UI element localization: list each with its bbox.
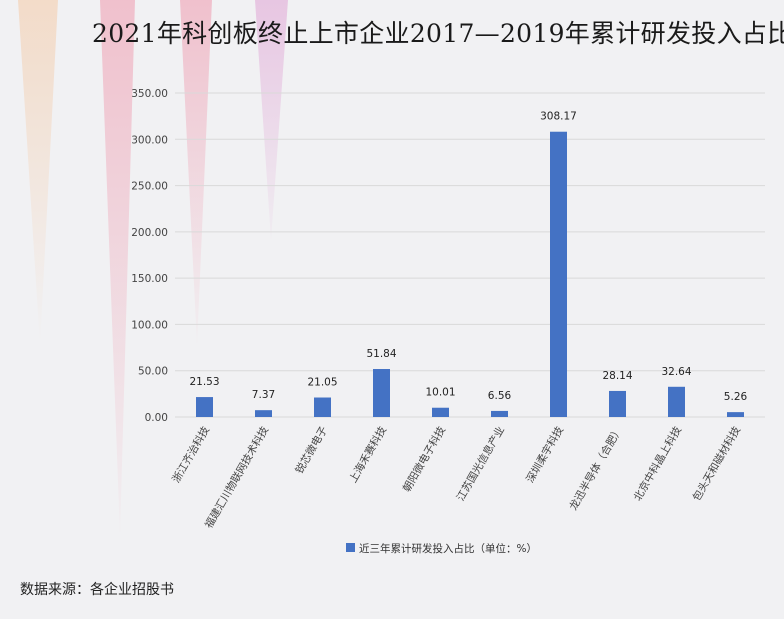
data-label: 7.37 [252, 389, 275, 401]
data-label: 21.53 [189, 376, 219, 388]
y-tick-label: 200.00 [131, 227, 168, 239]
x-tick-label: 北京中科晶上科技 [631, 424, 685, 504]
chart-title: 2021年科创板终止上市企业2017—2019年累计研发投入占比 [92, 19, 784, 48]
x-tick-label: 深圳柔宇科技 [523, 424, 566, 485]
x-tick-label: 江苏国光信息产业 [454, 424, 507, 503]
bar [196, 397, 213, 417]
legend-swatch [346, 543, 355, 552]
data-label: 5.26 [724, 391, 748, 403]
x-tick-label: 锐芯微电子 [293, 424, 331, 476]
x-tick-label: 包头天和磁材科技 [690, 424, 744, 504]
x-tick-label: 朝阳微电子科技 [400, 424, 448, 495]
y-tick-label: 0.00 [145, 412, 168, 424]
x-tick-label: 浙江齐治科技 [169, 424, 212, 485]
data-label: 51.84 [366, 348, 396, 360]
y-tick-label: 350.00 [131, 88, 168, 100]
data-label: 21.05 [307, 377, 337, 389]
bar [727, 412, 744, 417]
y-tick-label: 50.00 [138, 366, 168, 378]
y-tick-label: 150.00 [131, 273, 168, 285]
bar [314, 397, 331, 417]
y-tick-label: 300.00 [131, 134, 168, 146]
bar [255, 410, 272, 417]
y-tick-label: 100.00 [131, 319, 168, 331]
bar [432, 407, 449, 417]
x-tick-label: 龙迅半导体（合肥） [567, 424, 626, 512]
data-label: 32.64 [661, 366, 691, 378]
bar [491, 410, 508, 417]
bar [550, 131, 567, 417]
bar [668, 386, 685, 417]
x-tick-label: 福建汇川物联网技术科技 [202, 424, 271, 531]
data-label: 10.01 [425, 387, 455, 399]
data-label: 6.56 [488, 390, 512, 402]
data-label: 308.17 [540, 111, 577, 123]
y-tick-label: 250.00 [131, 181, 168, 193]
legend-label: 近三年累计研发投入占比（单位：%） [359, 542, 537, 555]
data-label: 28.14 [602, 370, 632, 382]
x-tick-label: 上海禾赛科技 [346, 424, 389, 485]
bar [373, 369, 390, 417]
data-source-note: 数据来源：各企业招股书 [20, 582, 174, 598]
bar [609, 390, 626, 417]
